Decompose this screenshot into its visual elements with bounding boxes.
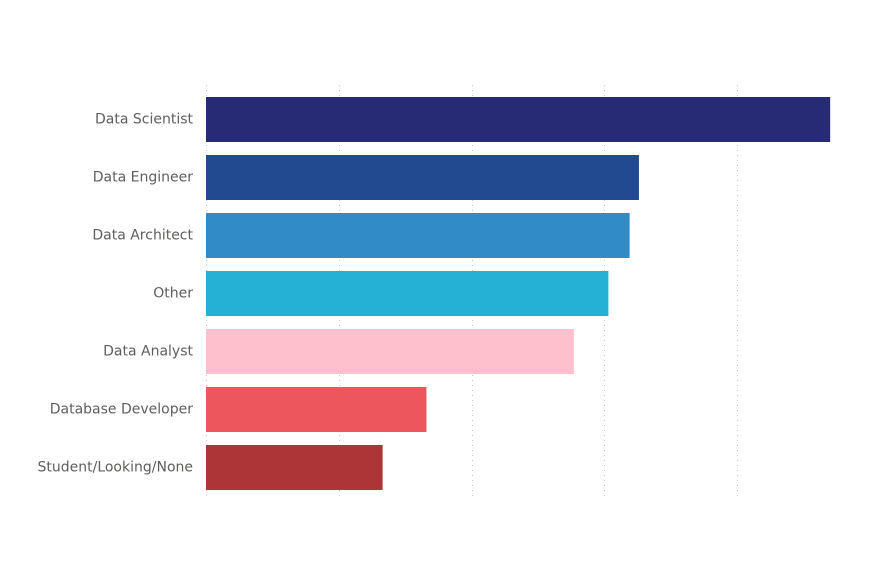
bar-other[interactable] [206,271,609,316]
bar-data-engineer[interactable] [206,155,639,200]
bar-data-scientist[interactable] [206,97,831,142]
category-label-other: Other [153,286,193,302]
bar-data-analyst[interactable] [206,329,574,374]
category-label-data-scientist: Data Scientist [95,112,194,128]
bars [206,97,831,490]
category-label-student-looking-none: Student/Looking/None [37,460,193,476]
bar-database-developer[interactable] [206,387,427,432]
category-label-data-architect: Data Architect [92,228,193,244]
category-label-data-analyst: Data Analyst [103,344,193,360]
category-labels: Data Scientist Data Engineer Data Architec… [37,112,193,476]
bar-student-looking-none[interactable] [206,445,383,490]
bar-data-architect[interactable] [206,213,630,258]
category-label-database-developer: Database Developer [50,402,193,418]
category-label-data-engineer: Data Engineer [93,170,193,186]
